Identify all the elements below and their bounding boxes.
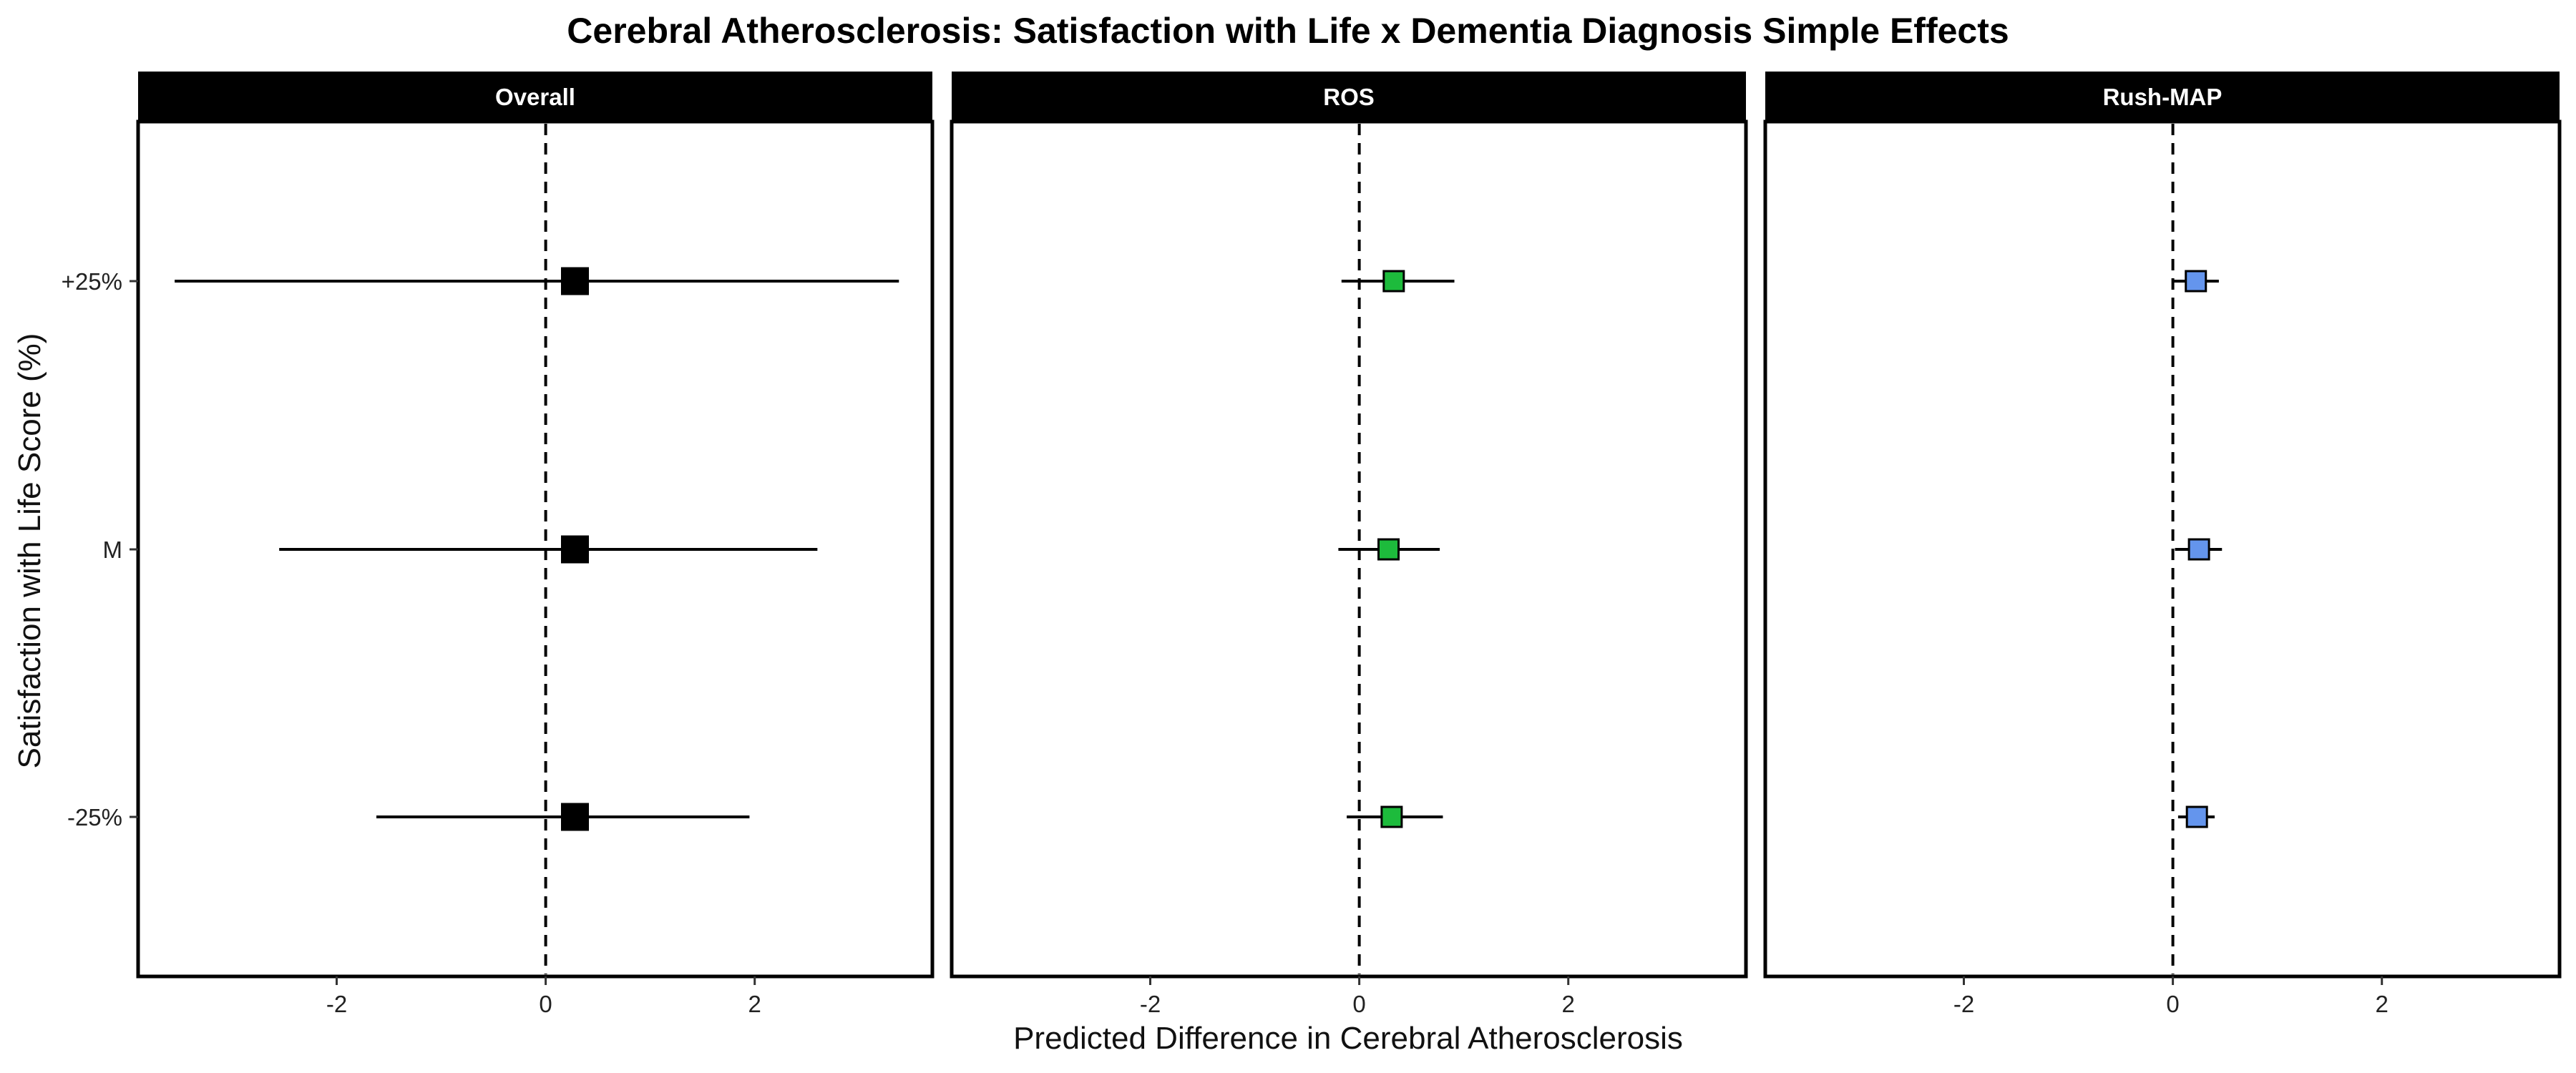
y-axis-label: Satisfaction with Life Score (%) [12,333,47,769]
point-marker-ros [1382,270,1405,293]
x-tick-label-rush-map: -2 [1953,991,1974,1017]
point-marker-rush-map [2187,538,2210,561]
x-tick-label-overall: -2 [326,991,347,1017]
x-tick-label-ros: 2 [1562,991,1575,1017]
x-tick-label-ros: -2 [1140,991,1161,1017]
point-marker-ros [1380,805,1403,828]
chart-title: Cerebral Atherosclerosis: Satisfaction w… [567,11,2009,51]
y-tick-label: -25% [67,804,122,831]
point-marker-rush-map [2185,270,2207,293]
point-marker-rush-map [2185,805,2208,828]
plot-layer: Overall -2 0 2 ROS -2 0 2 Rush-MAP -2 0 2 -25% M +25% [62,72,2562,1017]
x-axis-label: Predicted Difference in Cerebral Atheros… [1013,1021,1683,1056]
panel-strip-rush-map [1765,72,2560,122]
panel-strip-ros [952,72,1746,122]
x-tick-label-ros: 0 [1352,991,1365,1017]
panel-strip-overall [138,72,932,122]
x-tick-label-rush-map: 0 [2166,991,2179,1017]
panel-title-rush-map: Rush-MAP [2103,84,2223,110]
point-marker-ros [1377,538,1400,561]
x-tick-label-overall: 0 [539,991,552,1017]
x-tick-label-rush-map: 2 [2376,991,2389,1017]
panel-frame-ros [950,119,1748,979]
panel-title-overall: Overall [495,84,575,110]
y-tick-label: M [103,536,123,563]
panel-title-ros: ROS [1323,84,1375,110]
x-tick-label-overall: 2 [748,991,761,1017]
point-marker-overall [561,803,589,831]
y-tick-label: +25% [62,268,122,295]
point-marker-overall [561,535,589,564]
point-marker-overall [561,267,589,295]
panel-frame-rush-map [1763,119,2562,979]
